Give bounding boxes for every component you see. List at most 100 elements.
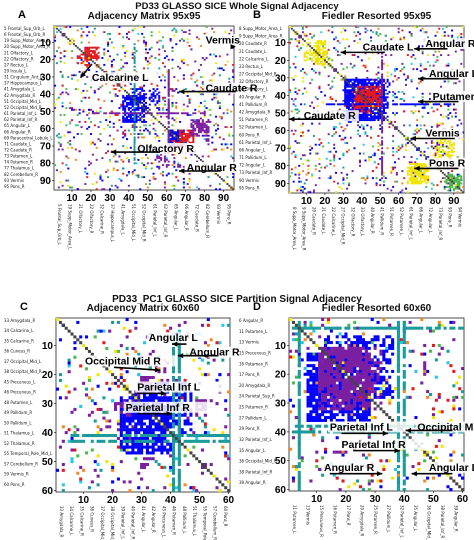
matrix-cell bbox=[57, 46, 60, 49]
matrix-cell bbox=[405, 138, 408, 141]
matrix-cell bbox=[54, 36, 57, 39]
matrix-cell bbox=[150, 119, 153, 122]
matrix-cell bbox=[379, 85, 382, 88]
column-label: 33 Olfactory_L bbox=[360, 207, 365, 237]
matrix-cell bbox=[364, 80, 367, 83]
row-label: 82 Cerebellum_R bbox=[4, 172, 38, 177]
row-label: 52 Putamen_L bbox=[239, 125, 268, 130]
matrix-cell bbox=[179, 141, 182, 144]
matrix-cell bbox=[143, 36, 146, 39]
matrix-cell bbox=[357, 89, 360, 92]
row-label: 51 Occipital_Mid_L bbox=[4, 99, 42, 104]
matrix-cell bbox=[292, 133, 295, 136]
matrix-cell bbox=[359, 94, 361, 97]
matrix-cell bbox=[172, 393, 176, 397]
matrix-cell bbox=[154, 425, 158, 429]
matrix-cell bbox=[360, 106, 363, 109]
matrix-cell bbox=[139, 129, 142, 132]
matrix-cell bbox=[134, 442, 138, 446]
matrix-cell bbox=[63, 134, 66, 137]
matrix-cell bbox=[162, 46, 165, 49]
matrix-cell bbox=[183, 413, 187, 417]
matrix-cell bbox=[301, 27, 304, 30]
row-label: 9 Supp_Motor_Area_R bbox=[239, 34, 283, 39]
matrix-cell bbox=[216, 67, 219, 70]
matrix-cell bbox=[67, 439, 71, 443]
matrix-cell bbox=[290, 27, 293, 30]
matrix-cell bbox=[381, 126, 384, 129]
matrix-cell bbox=[384, 54, 387, 57]
matrix-cell bbox=[133, 108, 136, 111]
matrix-cell bbox=[134, 422, 138, 426]
matrix-cell bbox=[377, 149, 380, 151]
matrix-cell bbox=[93, 51, 96, 54]
matrix-cell bbox=[311, 36, 314, 39]
matrix-cell bbox=[175, 43, 178, 46]
matrix-cell bbox=[96, 474, 100, 478]
matrix-cell bbox=[110, 41, 113, 44]
matrix-cell bbox=[84, 51, 87, 54]
matrix-cell bbox=[131, 396, 135, 400]
matrix-cell bbox=[183, 396, 187, 400]
panel-a-letter: A bbox=[18, 9, 26, 21]
matrix-cell bbox=[226, 183, 229, 185]
matrix-cell bbox=[126, 112, 129, 115]
matrix-cell bbox=[370, 112, 373, 115]
row-label: 61 Parietal_Inf_L bbox=[4, 111, 38, 116]
matrix-cell bbox=[438, 154, 441, 157]
matrix-cell bbox=[333, 154, 336, 157]
matrix-cell bbox=[364, 94, 367, 97]
matrix-cell bbox=[312, 34, 315, 37]
matrix-cell bbox=[172, 442, 176, 446]
matrix-cell bbox=[105, 410, 109, 414]
matrix-cell bbox=[379, 82, 382, 85]
matrix-cell bbox=[146, 110, 149, 113]
matrix-cell bbox=[327, 133, 330, 136]
column-label: 20 Caudate_R bbox=[311, 207, 316, 235]
matrix-cell bbox=[344, 92, 347, 95]
y-tick-label: 10 bbox=[40, 38, 52, 49]
matrix-cell bbox=[177, 323, 181, 327]
matrix-cell bbox=[88, 108, 91, 111]
matrix-cell bbox=[451, 170, 454, 173]
matrix-cell bbox=[451, 149, 454, 151]
matrix-cell bbox=[171, 67, 174, 70]
matrix-cell bbox=[201, 399, 205, 403]
matrix-cell bbox=[198, 91, 201, 94]
matrix-cell bbox=[362, 108, 365, 111]
matrix-cell bbox=[124, 114, 127, 116]
matrix-cell bbox=[124, 51, 127, 54]
matrix-cell bbox=[316, 45, 319, 48]
panel-a-title: Adjacency Matrix 95x95 bbox=[88, 11, 201, 22]
matrix-cell bbox=[158, 167, 161, 170]
matrix-cell bbox=[412, 170, 415, 173]
matrix-cell bbox=[382, 175, 385, 178]
matrix-cell bbox=[108, 126, 111, 129]
matrix-cell bbox=[203, 110, 206, 113]
matrix-cell bbox=[353, 147, 356, 150]
matrix-cell bbox=[401, 91, 404, 93]
matrix-cell bbox=[381, 105, 384, 108]
matrix-cell bbox=[301, 76, 304, 79]
matrix-cell bbox=[449, 103, 452, 106]
matrix-cell bbox=[88, 62, 91, 65]
matrix-cell bbox=[93, 89, 96, 92]
matrix-cell bbox=[301, 163, 304, 166]
matrix-cell bbox=[146, 129, 149, 132]
matrix-cell bbox=[399, 191, 402, 194]
matrix-cell bbox=[67, 41, 70, 44]
matrix-cell bbox=[410, 78, 413, 81]
matrix-cell bbox=[133, 107, 136, 110]
matrix-cell bbox=[224, 407, 228, 411]
matrix-cell bbox=[452, 143, 455, 146]
matrix-cell bbox=[305, 91, 308, 93]
matrix-cell bbox=[423, 103, 426, 106]
matrix-cell bbox=[443, 173, 446, 176]
matrix-cell bbox=[362, 92, 365, 95]
matrix-cell bbox=[414, 145, 417, 148]
matrix-cell bbox=[309, 149, 312, 151]
matrix-cell bbox=[296, 92, 299, 95]
y-tick-label: 60 bbox=[40, 124, 52, 135]
matrix-cell bbox=[209, 108, 212, 111]
matrix-cell bbox=[218, 188, 221, 191]
